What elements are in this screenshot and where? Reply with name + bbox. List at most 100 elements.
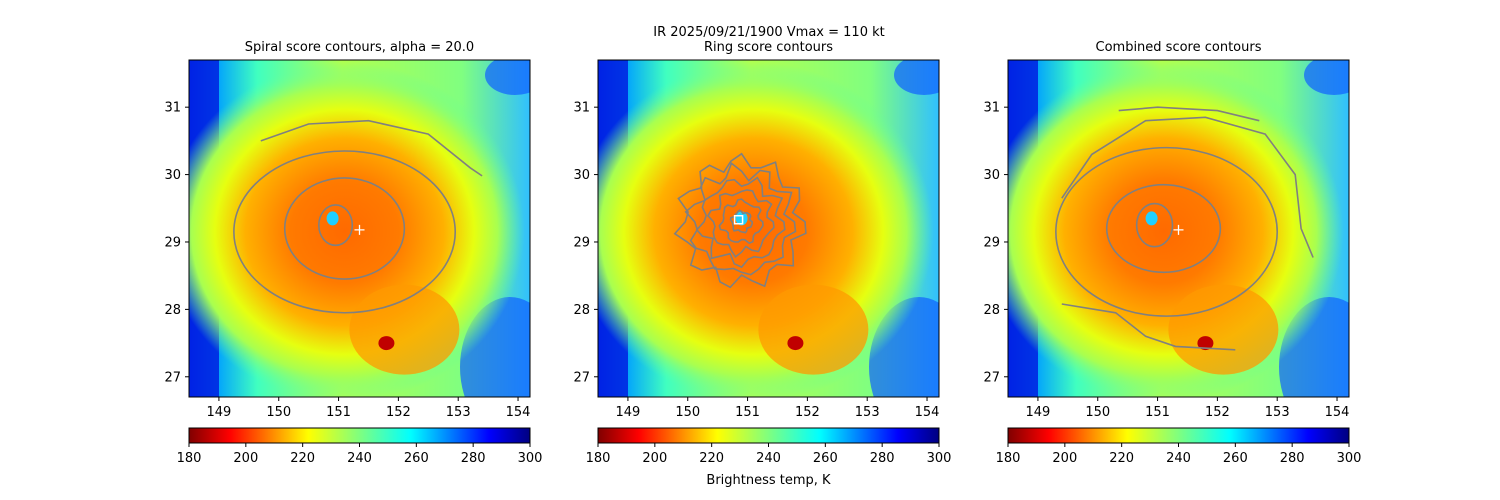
colorbar-tick-label: 180 — [996, 451, 1021, 466]
ir-image — [598, 60, 939, 397]
colorbar — [188, 427, 531, 444]
x-tick-label: 150 — [675, 405, 700, 420]
colorbar-tick-label: 300 — [1337, 451, 1362, 466]
y-tick-label: 27 — [983, 370, 1000, 385]
storm-cloud-shield — [189, 61, 525, 397]
ring-contour-3 — [707, 189, 775, 258]
colorbar-tick-label: 180 — [177, 451, 202, 466]
colorbar-tick-label: 200 — [642, 451, 667, 466]
y-tick-label: 30 — [164, 168, 181, 183]
convective-cell — [378, 336, 395, 351]
ring-contour-5 — [684, 162, 797, 276]
panel-title: Spiral score contours, alpha = 20.0 — [245, 40, 474, 55]
colorbar — [597, 427, 940, 444]
panel-title: Combined score contours — [1096, 40, 1262, 55]
contour-6 — [1061, 303, 1236, 351]
x-tick-label: 152 — [1205, 405, 1230, 420]
cold-region-top — [485, 60, 530, 95]
y-tick-label: 28 — [983, 303, 1000, 318]
panel-1: Spiral score contours, alpha = 20.0 149 15… — [164, 40, 542, 466]
contour-1 — [1135, 202, 1174, 248]
colorbar — [1007, 427, 1350, 444]
x-tick-label: 154 — [506, 405, 531, 420]
colorbar-tick-label: 220 — [699, 451, 724, 466]
ring-contour-2 — [718, 198, 764, 245]
x-tick-label: 153 — [1265, 405, 1290, 420]
x-tick-label: 149 — [206, 405, 231, 420]
colorbar-label: Brightness temp, K — [706, 473, 831, 488]
colorbar-tick-label: 260 — [404, 451, 429, 466]
cold-region-top — [1304, 60, 1349, 95]
contour-2 — [1105, 183, 1222, 274]
storm-cloud-shield — [598, 61, 934, 397]
colorbar-tick-label: 300 — [927, 451, 952, 466]
y-tick-label: 31 — [164, 101, 181, 116]
panel-3: Combined score contours 149 150 151 152 153 15… — [983, 40, 1362, 466]
x-tick-label: 152 — [795, 405, 820, 420]
ring-contour-1 — [729, 209, 754, 234]
colorbar-tick-label: 260 — [813, 451, 838, 466]
ir-image — [189, 60, 530, 397]
contour-4 — [260, 119, 483, 177]
contour-1 — [318, 204, 354, 247]
rainband — [1168, 284, 1279, 375]
axes-frame — [597, 59, 940, 398]
convective-cell — [1197, 336, 1214, 351]
colorbar-tick-label: 200 — [233, 451, 258, 466]
eye — [1145, 211, 1158, 226]
colorbar-tick-label: 240 — [756, 451, 781, 466]
x-tick-label: 150 — [1085, 405, 1110, 420]
panels-group: Spiral score contours, alpha = 20.0 149 15… — [164, 40, 1362, 488]
colorbar-tick-label: 220 — [290, 451, 315, 466]
colorbar-tick-label: 280 — [1280, 451, 1305, 466]
figure-suptitle: IR 2025/09/21/1900 Vmax = 110 kt — [653, 25, 884, 40]
rainband — [758, 284, 869, 375]
axes-frame — [1007, 59, 1350, 398]
contour-3 — [233, 150, 457, 314]
contours — [673, 152, 807, 289]
y-tick-label: 27 — [573, 370, 590, 385]
colorbar-tick-label: 260 — [1223, 451, 1248, 466]
x-tick-label: 149 — [1025, 405, 1050, 420]
colorbar-tick-label: 240 — [347, 451, 372, 466]
eye — [326, 211, 339, 226]
x-tick-label: 151 — [735, 405, 760, 420]
panel-title: Ring score contours — [704, 40, 833, 55]
contours — [1055, 106, 1314, 351]
x-tick-label: 150 — [266, 405, 291, 420]
axes-frame — [188, 59, 531, 398]
contour-2 — [283, 177, 406, 280]
y-tick-label: 30 — [983, 168, 1000, 183]
cold-region-top — [894, 60, 939, 95]
y-tick-label: 29 — [164, 235, 181, 250]
colorbar-tick-label: 280 — [461, 451, 486, 466]
contour-5 — [1118, 106, 1260, 122]
panel-2: Ring score contours 149 150 151 152 153 154 27 2… — [573, 40, 952, 488]
y-tick-label: 29 — [983, 235, 1000, 250]
center-marker — [733, 214, 744, 225]
y-tick-label: 28 — [573, 303, 590, 318]
ring-contour-6 — [673, 152, 807, 289]
ir-image — [1008, 60, 1349, 397]
colorbar-tick-label: 220 — [1109, 451, 1134, 466]
x-tick-label: 151 — [326, 405, 351, 420]
y-tick-label: 27 — [164, 370, 181, 385]
y-tick-label: 31 — [983, 101, 1000, 116]
x-tick-label: 152 — [386, 405, 411, 420]
contours — [233, 119, 483, 314]
convective-cell — [787, 336, 804, 351]
eye — [735, 211, 748, 226]
y-tick-label: 29 — [573, 235, 590, 250]
x-tick-label: 154 — [1325, 405, 1350, 420]
ring-contour-4 — [695, 176, 786, 269]
y-tick-label: 30 — [573, 168, 590, 183]
colorbar-tick-label: 180 — [586, 451, 611, 466]
colorbar-tick-label: 240 — [1166, 451, 1191, 466]
contour-4 — [1061, 116, 1314, 258]
x-tick-label: 154 — [915, 405, 940, 420]
y-tick-label: 31 — [573, 101, 590, 116]
center-marker — [354, 224, 365, 235]
x-tick-label: 153 — [855, 405, 880, 420]
x-tick-label: 149 — [615, 405, 640, 420]
